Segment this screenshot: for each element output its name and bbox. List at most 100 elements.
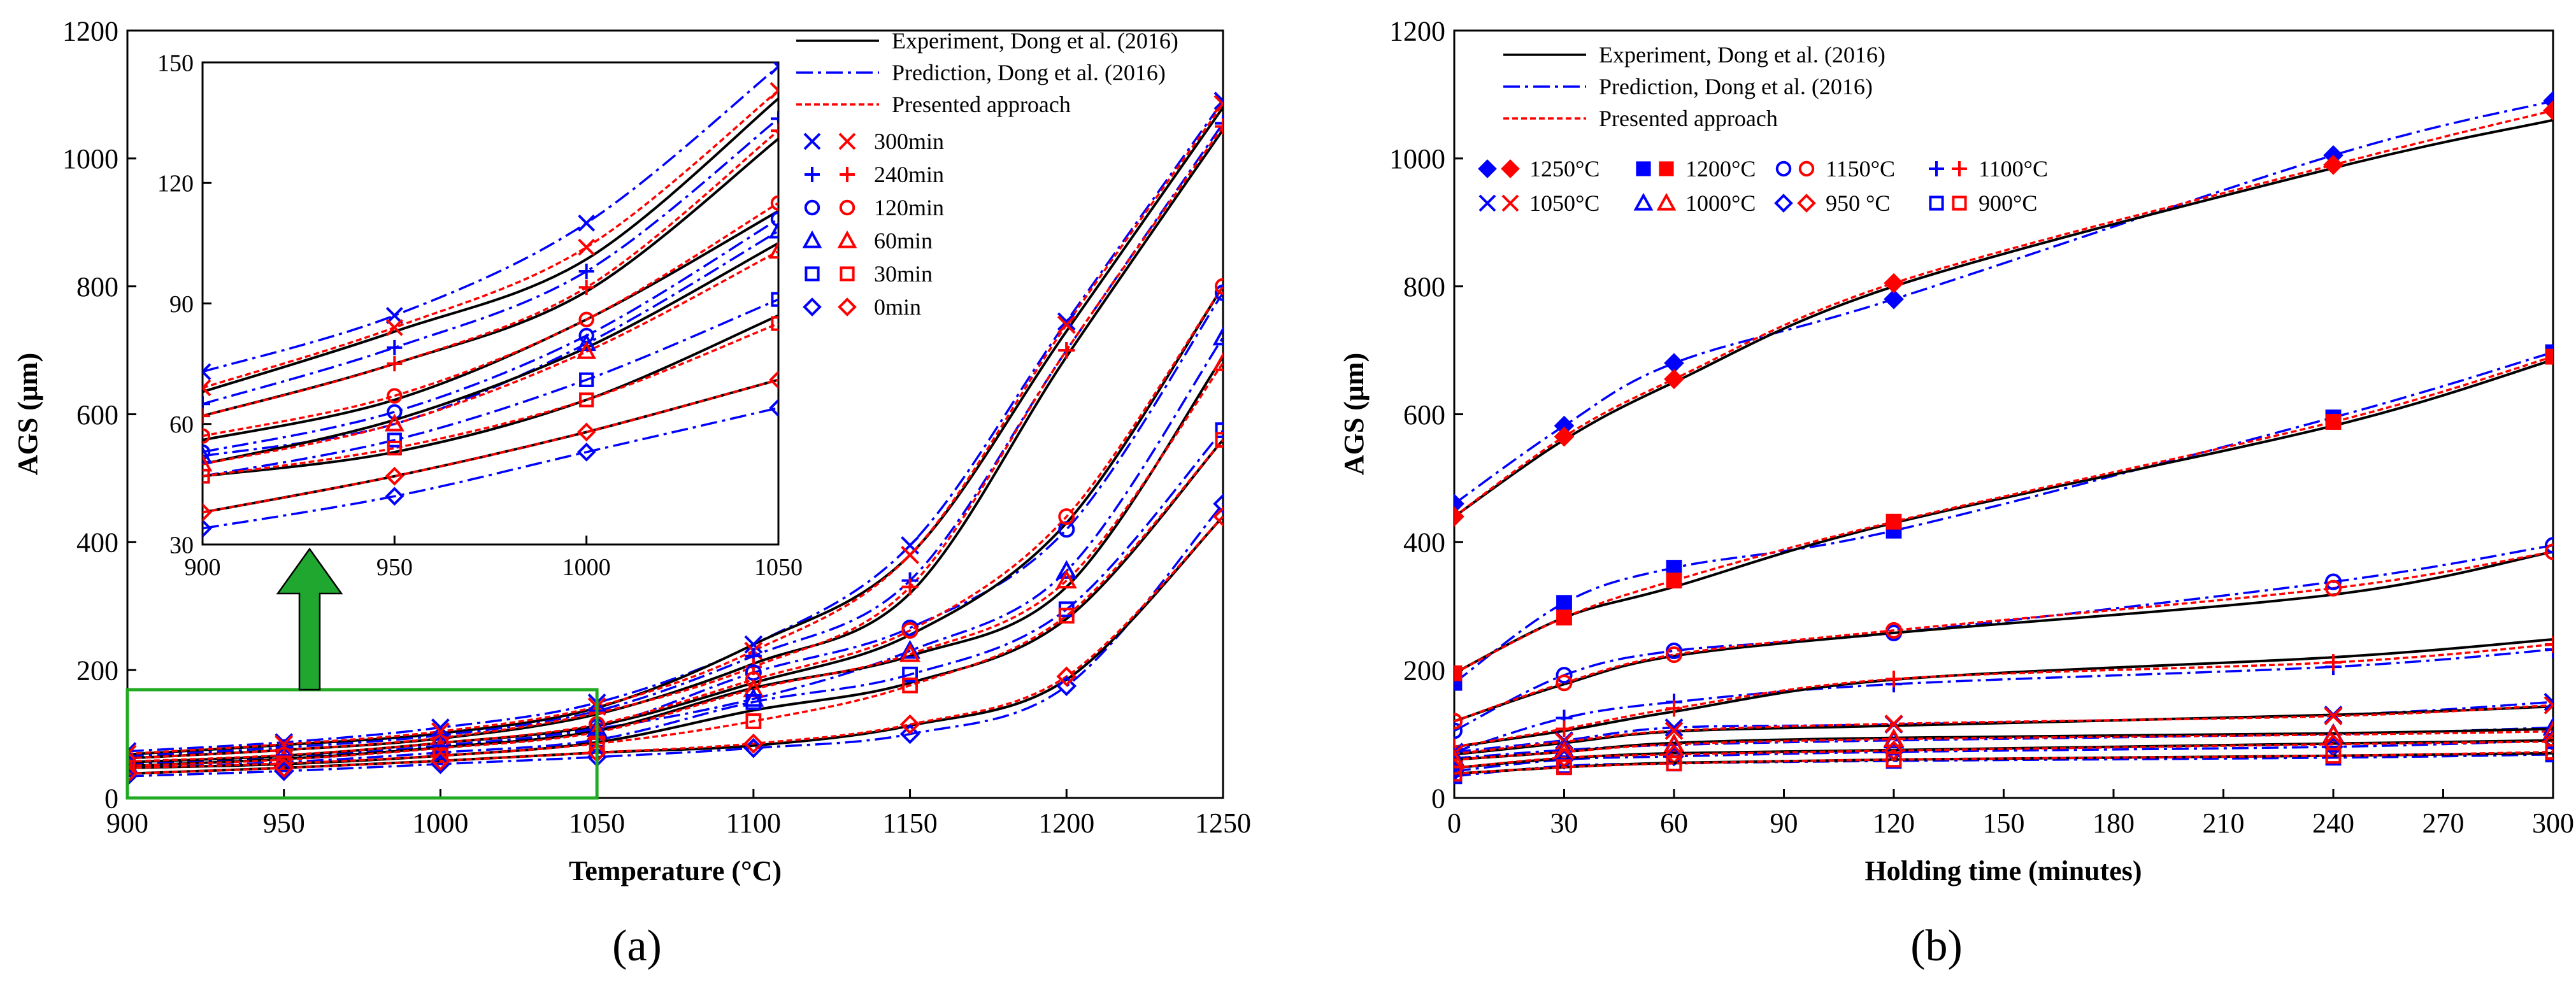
a-data-point-presented bbox=[1057, 315, 1076, 334]
a-series-line-presented bbox=[127, 285, 1223, 763]
b-legend-label: Presented approach bbox=[1599, 106, 1778, 131]
a-data-point-prediction bbox=[273, 760, 294, 781]
b-legend-marker-presented bbox=[1501, 194, 1519, 212]
a-data-point-presented bbox=[1212, 352, 1223, 371]
a-data-point-presented bbox=[901, 622, 919, 639]
b-series-line-prediction bbox=[1454, 701, 2553, 753]
b-data-point-presented bbox=[2325, 414, 2342, 430]
a-inset: 900 950 1000 1050 30 60 90 120 150 bbox=[157, 50, 803, 581]
b-data-point-presented bbox=[1884, 273, 1904, 294]
b-y-tick-label: 400 bbox=[1403, 527, 1445, 559]
a-inset-y-tick-label: 150 bbox=[157, 50, 194, 76]
a-inset-series-line-experiment bbox=[203, 242, 778, 466]
a-legend-marker-prediction bbox=[805, 266, 820, 281]
a-inset-data-point-presented bbox=[203, 408, 210, 424]
b-data-point-presented bbox=[1665, 646, 1683, 664]
a-data-point-prediction bbox=[1214, 284, 1223, 301]
b-data-point-prediction bbox=[1666, 560, 1682, 576]
b-data-point-presented bbox=[1663, 733, 1685, 753]
b-data-point-presented bbox=[2545, 348, 2553, 365]
a-inset-series-line-presented bbox=[203, 129, 778, 417]
a-data-point-presented bbox=[430, 750, 451, 771]
a-series-line-prediction bbox=[127, 292, 1223, 765]
a-data-point-presented bbox=[1215, 118, 1223, 135]
a-legend-marker-presented bbox=[838, 297, 857, 317]
b-data-point-presented bbox=[2325, 748, 2342, 764]
b-data-point-presented bbox=[2545, 636, 2553, 653]
b-data-point-presented bbox=[2543, 100, 2553, 121]
a-data-point-prediction bbox=[1057, 312, 1076, 331]
a-inset-x-tick-label: 1050 bbox=[754, 554, 803, 581]
a-inset-y-tick-label: 120 bbox=[157, 171, 194, 197]
a-data-point-prediction bbox=[743, 688, 764, 707]
a-inset-data-point-prediction bbox=[385, 487, 404, 506]
a-inset-data-point-presented bbox=[771, 123, 778, 139]
b-data-point-presented bbox=[1885, 513, 1902, 530]
a-data-point-presented bbox=[273, 757, 294, 778]
a-x-tick-label: 1150 bbox=[882, 808, 937, 839]
a-inset-data-point-prediction bbox=[203, 446, 213, 464]
b-x-axis-title: Holding time (minutes) bbox=[1864, 855, 2142, 886]
a-inset-data-point-presented bbox=[578, 280, 594, 295]
b-legend-marker-label: 1150°C bbox=[1826, 156, 1895, 181]
a-data-point-prediction bbox=[127, 766, 138, 786]
a-data-point-prediction bbox=[899, 639, 920, 659]
a-series-line-prediction bbox=[127, 502, 1223, 778]
a-x-tick-label: 1050 bbox=[569, 808, 625, 839]
a-inset-x-tick-label: 900 bbox=[185, 554, 221, 581]
b-data-point-prediction bbox=[2545, 641, 2553, 658]
a-data-point-prediction bbox=[1215, 115, 1223, 132]
a-inset-data-point-prediction bbox=[768, 220, 778, 239]
a-legend-marker-presented bbox=[840, 167, 855, 182]
b-data-point-presented bbox=[1454, 748, 1465, 768]
a-inset-data-point-presented bbox=[770, 195, 778, 211]
a-data-point-presented bbox=[1058, 342, 1075, 359]
a-series-group bbox=[127, 92, 1223, 786]
b-legend-marker-presented bbox=[1656, 192, 1677, 211]
a-series-line-presented bbox=[127, 439, 1223, 769]
a-inset-data-point-presented bbox=[768, 241, 778, 259]
b-legend-marker-presented bbox=[1952, 161, 1967, 176]
a-x-tick-label: 1100 bbox=[726, 808, 781, 839]
a-data-point-presented bbox=[1213, 95, 1223, 113]
a-series-line-experiment bbox=[127, 439, 1223, 769]
a-inset-data-point-presented bbox=[576, 422, 596, 442]
b-data-point-presented bbox=[1556, 609, 1572, 626]
b-data-point-presented bbox=[1884, 715, 1903, 733]
a-inset-data-point-presented bbox=[203, 379, 211, 397]
a-inset-data-point-prediction bbox=[769, 62, 778, 75]
b-legend-label: Prediction, Dong et al. (2016) bbox=[1599, 74, 1873, 99]
b-data-point-prediction bbox=[1454, 722, 1463, 739]
b-legend-marker-label: 900°C bbox=[1979, 190, 2037, 216]
b-data-point-presented bbox=[1454, 506, 1464, 527]
a-data-point-prediction bbox=[745, 694, 762, 710]
a-legend-label: Experiment, Dong et al. (2016) bbox=[892, 28, 1178, 53]
a-inset-data-point-presented bbox=[769, 370, 778, 390]
b-x-tick-label: 0 bbox=[1447, 808, 1461, 839]
a-inset-series-group bbox=[203, 62, 778, 538]
chart-panel-a: 900 950 1000 1050 1100 1150 1200 12500200400600… bbox=[12, 15, 1251, 886]
b-data-point-presented bbox=[2544, 695, 2553, 715]
b-x-tick-label: 270 bbox=[2422, 808, 2465, 839]
a-inset-series-line-presented bbox=[203, 378, 778, 514]
b-data-point-presented bbox=[1454, 765, 1463, 782]
a-data-point-prediction bbox=[1215, 422, 1223, 439]
b-data-point-prediction bbox=[1454, 494, 1464, 514]
b-data-point-prediction bbox=[1664, 746, 1684, 767]
a-inset-data-point-presented bbox=[203, 428, 211, 444]
a-inset-data-point-prediction bbox=[203, 518, 212, 538]
a-x-axis-title: Temperature (°C) bbox=[569, 855, 782, 886]
b-data-point-presented bbox=[1454, 757, 1464, 778]
b-data-point-presented bbox=[1556, 720, 1573, 737]
a-legend-marker-prediction bbox=[803, 132, 821, 150]
a-inset-data-point-presented bbox=[579, 392, 594, 408]
a-inset-data-point-prediction bbox=[769, 398, 778, 418]
a-inset-data-point-presented bbox=[203, 469, 210, 484]
a-x-tick-label: 1250 bbox=[1195, 808, 1251, 839]
b-x-tick-label: 240 bbox=[2312, 808, 2354, 839]
a-x-tick-label: 1000 bbox=[412, 808, 468, 839]
a-inset-data-point-prediction bbox=[579, 372, 594, 387]
b-x-tick-label: 90 bbox=[1770, 808, 1798, 839]
a-data-point-presented bbox=[1213, 506, 1223, 527]
